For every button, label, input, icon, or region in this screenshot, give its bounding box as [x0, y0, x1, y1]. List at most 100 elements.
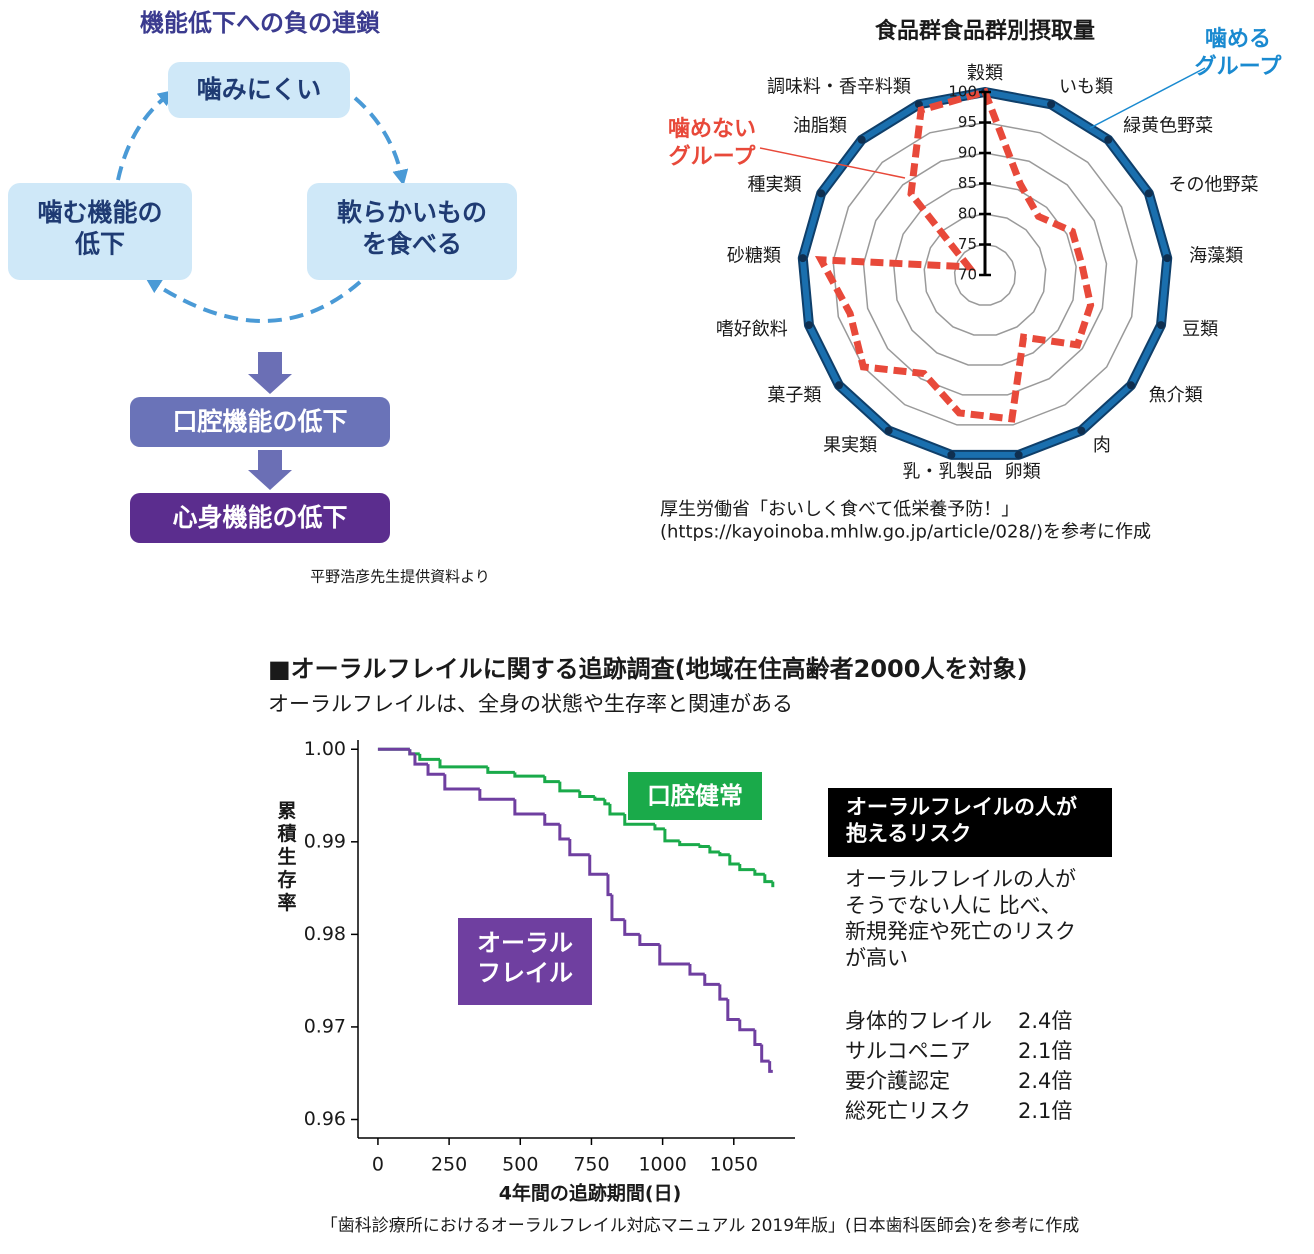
step-segment [658, 944, 690, 966]
step-segment [653, 824, 665, 831]
step-segment [478, 789, 515, 801]
category-label: 魚介類 [1149, 385, 1203, 406]
step-segment [588, 854, 608, 876]
grid-ring [862, 152, 1108, 396]
step-segment [606, 874, 612, 897]
text-line: オーラル [477, 929, 573, 957]
category-label: 果実類 [823, 435, 877, 456]
category-label: 穀類 [967, 63, 1003, 84]
risk-name: 総死亡リスク [845, 1099, 971, 1123]
series-label: 口腔健常 [647, 782, 743, 810]
step-segment [763, 874, 773, 884]
source: 厚生労働省「おいしく食べて低栄養予防！」(https://kayoinoba.m… [660, 499, 1151, 543]
series-dot [914, 100, 923, 109]
chart-title: ■オーラルフレイルに関する追跡調査(地域在住高齢者2000人を対象) [268, 655, 1027, 683]
category-label: 緑黄色野菜 [1123, 115, 1213, 136]
node-label: 軟らかいものを食べる [337, 198, 487, 258]
series-label-box [628, 772, 762, 820]
step-segment [708, 846, 720, 854]
text-line: 抱えるリスク [846, 821, 971, 845]
step-segment [610, 894, 625, 922]
x-tick-label: 1000 [638, 1154, 686, 1176]
y-tick-label: 0.96 [304, 1108, 346, 1130]
category-label: 調味料・香辛料類 [767, 77, 911, 98]
text-line: オーラルフレイルの人が [845, 867, 1076, 891]
series-dot [947, 450, 956, 459]
text-line: グループ [1195, 54, 1283, 80]
scale-label: 85 [958, 174, 977, 192]
grid-ring [923, 213, 1047, 336]
step-segment [753, 869, 765, 876]
node-box [168, 62, 350, 118]
x-tick-label: 1050 [710, 1154, 758, 1176]
text-line: 低下 [74, 229, 125, 258]
series-dot [817, 189, 826, 198]
text-line: (https://kayoinoba.mhlw.go.jp/article/02… [660, 522, 1151, 543]
risk-value: 2.4倍 [1018, 1009, 1072, 1033]
step-segment [728, 854, 740, 866]
series-dot [1104, 135, 1113, 144]
text-line: 噛めない [668, 117, 756, 142]
step-segment [513, 772, 545, 778]
text-line: フレイル [477, 959, 573, 987]
cycle-arrow [116, 90, 175, 181]
step-segment [558, 824, 570, 841]
step-segment [486, 766, 515, 774]
category-label: 菓子類 [767, 385, 821, 406]
scale-label: 100 [948, 83, 977, 101]
series-label: 噛めないグループ [668, 117, 756, 170]
series-dot [1047, 100, 1056, 109]
scale-label: 80 [958, 205, 977, 223]
callout-line [759, 147, 906, 179]
series-dot [884, 426, 893, 435]
risk-value: 2.4倍 [1018, 1069, 1072, 1093]
text-line: が高い [845, 946, 908, 970]
series-label: 噛めるグループ [1195, 27, 1283, 80]
risk-value: 2.1倍 [1018, 1099, 1072, 1123]
series-dot [857, 135, 866, 144]
step-segment [698, 844, 710, 848]
down-arrow [248, 352, 292, 394]
node-box [8, 183, 192, 280]
step-segment [593, 796, 605, 801]
step-segment [688, 963, 705, 976]
category-label: 乳・乳製品 [902, 462, 992, 483]
series-dot [834, 381, 843, 390]
source: 「歯科診療所におけるオーラルフレイル対応マニュアル 2019年版」(日本歯科医師… [321, 1216, 1080, 1236]
risk-value: 2.1倍 [1018, 1039, 1072, 1063]
node-label: 心身機能の低下 [172, 503, 347, 532]
cycle-arrow [353, 96, 409, 186]
step-segment [408, 749, 415, 756]
category-label: 海藻類 [1189, 245, 1243, 266]
risk-heading-box [828, 788, 1112, 857]
category-label: 種実類 [747, 174, 801, 195]
y-tick-label: 1.00 [304, 738, 346, 760]
callout-line [1089, 67, 1206, 129]
text-line: 新規発症や死亡のリスク [845, 920, 1076, 944]
risk-name: 身体的フレイル [845, 1009, 992, 1033]
x-tick-label: 250 [431, 1154, 467, 1176]
series-label: オーラルフレイル [477, 929, 573, 987]
radar-chart: 食品群食品群別摂取量穀類いも類緑黄色野菜その他野菜海藻類豆類魚介類肉卵類乳・乳製… [660, 18, 1282, 543]
x-tick-label: 0 [372, 1154, 384, 1176]
step-segment [738, 1019, 755, 1032]
credit: 平野浩彦先生提供資料より [310, 568, 490, 586]
scale-label: 95 [958, 113, 977, 131]
risk-heading: オーラルフレイルの人が抱えるリスク [846, 795, 1077, 845]
series-dot [1157, 321, 1166, 330]
text-line: そうでない人に 比べ、 [845, 893, 1062, 917]
x-tick-label: 500 [502, 1154, 538, 1176]
x-tick-label: 750 [573, 1154, 609, 1176]
series-dot [804, 321, 813, 330]
y-tick-label: 0.98 [304, 923, 346, 945]
category-label: 砂糖類 [727, 245, 781, 266]
step-segment [718, 851, 730, 857]
text-line: 噛める [1205, 27, 1271, 52]
step-segment [558, 781, 580, 793]
step-segment [426, 764, 445, 776]
text-line: オーラルフレイルの人が [846, 795, 1077, 819]
down-arrow [248, 450, 292, 490]
step-segment [663, 828, 680, 843]
